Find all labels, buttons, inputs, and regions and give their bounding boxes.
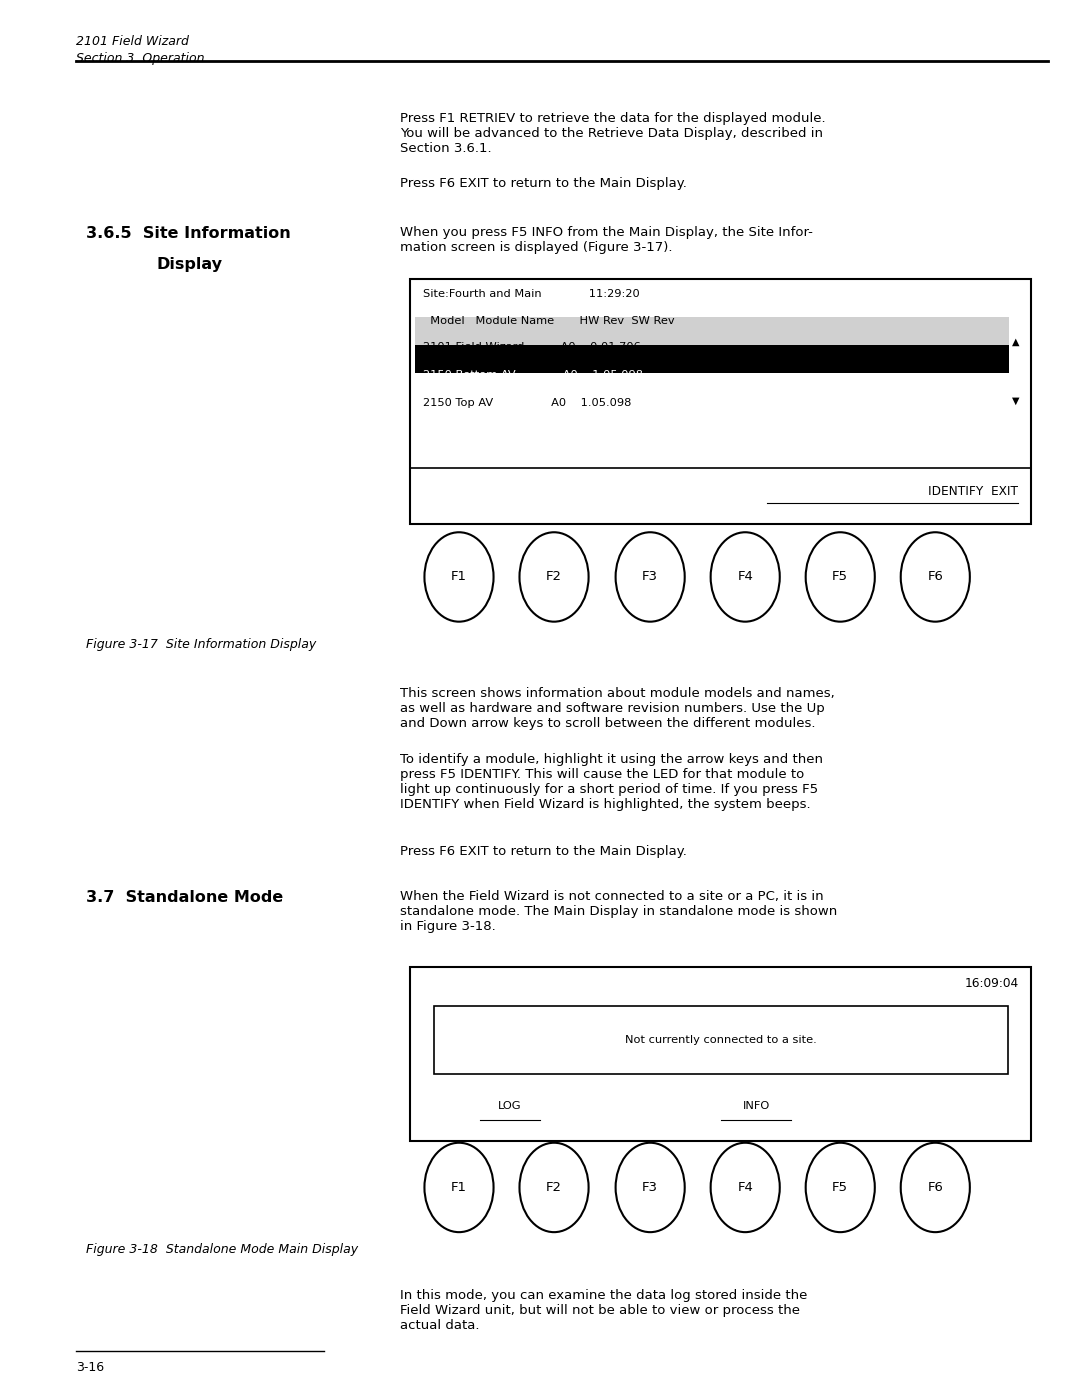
Text: F2: F2	[546, 1180, 562, 1194]
Text: F3: F3	[643, 570, 658, 584]
Circle shape	[616, 532, 685, 622]
Text: Figure 3-17  Site Information Display: Figure 3-17 Site Information Display	[86, 638, 316, 651]
Text: Site:Fourth and Main             11:29:20: Site:Fourth and Main 11:29:20	[423, 289, 640, 299]
Text: 3-16: 3-16	[76, 1361, 104, 1373]
Circle shape	[616, 1143, 685, 1232]
Circle shape	[901, 532, 970, 622]
Text: 3.7  Standalone Mode: 3.7 Standalone Mode	[86, 890, 284, 905]
Bar	[410, 279, 1031, 524]
Text: When the Field Wizard is not connected to a site or a PC, it is in
standalone mo: When the Field Wizard is not connected t…	[400, 890, 837, 933]
Text: F3: F3	[643, 1180, 658, 1194]
Text: F5: F5	[833, 570, 848, 584]
Text: Press F1 RETRIEV to retrieve the data for the displayed module.
You will be adva: Press F1 RETRIEV to retrieve the data fo…	[400, 112, 825, 155]
Text: F5: F5	[833, 1180, 848, 1194]
Text: F6: F6	[928, 1180, 943, 1194]
Text: Press F6 EXIT to return to the Main Display.: Press F6 EXIT to return to the Main Disp…	[400, 845, 687, 858]
Text: 16:09:04: 16:09:04	[964, 977, 1018, 989]
Text: LOG: LOG	[498, 1101, 522, 1112]
Text: 2150 Top AV                A0    1.05.098: 2150 Top AV A0 1.05.098	[423, 398, 632, 408]
Text: In this mode, you can examine the data log stored inside the
Field Wizard unit, : In this mode, you can examine the data l…	[400, 1289, 807, 1333]
Text: To identify a module, highlight it using the arrow keys and then
press F5 IDENTI: To identify a module, highlight it using…	[400, 753, 823, 812]
Text: F2: F2	[546, 570, 562, 584]
Text: Section 3  Operation: Section 3 Operation	[76, 52, 204, 64]
Text: Figure 3-18  Standalone Mode Main Display: Figure 3-18 Standalone Mode Main Display	[86, 1243, 359, 1256]
Text: This screen shows information about module models and names,
as well as hardware: This screen shows information about modu…	[400, 687, 835, 731]
Text: 2150 Bottom AV             A0    1.05.098: 2150 Bottom AV A0 1.05.098	[423, 370, 644, 380]
Text: Not currently connected to a site.: Not currently connected to a site.	[625, 1035, 816, 1045]
Text: Display: Display	[157, 257, 222, 272]
Text: F1: F1	[451, 1180, 467, 1194]
Bar	[410, 967, 1031, 1141]
Text: IDENTIFY  EXIT: IDENTIFY EXIT	[929, 485, 1018, 497]
Text: F6: F6	[928, 570, 943, 584]
Text: 2101 Field Wizard: 2101 Field Wizard	[76, 35, 189, 47]
Circle shape	[711, 532, 780, 622]
Bar	[434, 1006, 1008, 1074]
Text: F4: F4	[738, 1180, 753, 1194]
Bar	[415, 317, 1009, 345]
Text: INFO: INFO	[742, 1101, 770, 1112]
Circle shape	[424, 532, 494, 622]
Text: When you press F5 INFO from the Main Display, the Site Infor-
mation screen is d: When you press F5 INFO from the Main Dis…	[400, 226, 812, 254]
Text: F4: F4	[738, 570, 753, 584]
Circle shape	[519, 1143, 589, 1232]
Circle shape	[424, 1143, 494, 1232]
Text: 2101 Field Wizard          A0    0.01.706: 2101 Field Wizard A0 0.01.706	[423, 342, 642, 352]
Text: ▲: ▲	[1012, 337, 1020, 346]
Circle shape	[711, 1143, 780, 1232]
Text: Model   Module Name       HW Rev  SW Rev: Model Module Name HW Rev SW Rev	[423, 316, 675, 326]
Text: F1: F1	[451, 570, 467, 584]
Text: Press F6 EXIT to return to the Main Display.: Press F6 EXIT to return to the Main Disp…	[400, 177, 687, 190]
Circle shape	[806, 1143, 875, 1232]
Circle shape	[901, 1143, 970, 1232]
Text: ▼: ▼	[1012, 395, 1020, 405]
Circle shape	[519, 532, 589, 622]
Bar	[415, 345, 1009, 373]
Circle shape	[806, 532, 875, 622]
Text: 3.6.5  Site Information: 3.6.5 Site Information	[86, 226, 292, 242]
